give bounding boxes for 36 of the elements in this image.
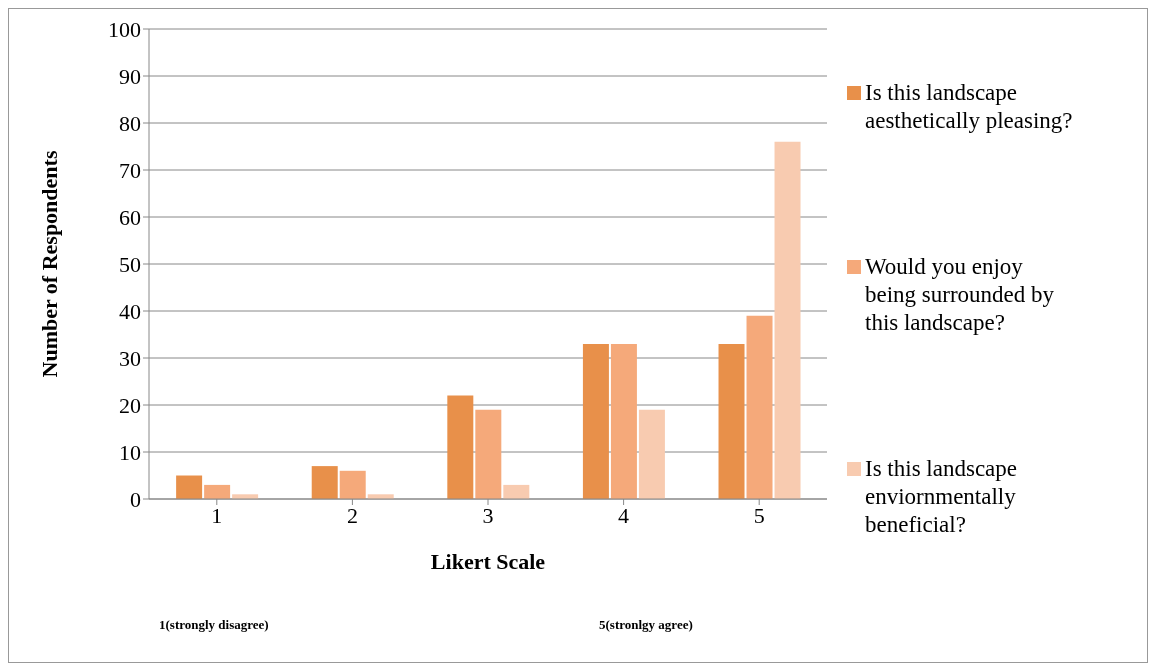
bar: [176, 475, 203, 499]
bar: [746, 315, 773, 499]
x-tick-label: 1: [211, 502, 223, 528]
bar: [311, 466, 338, 499]
legend-label: Is this landscape aesthetically pleasing?: [865, 79, 1074, 135]
y-tick-label: 30: [119, 345, 141, 371]
bar: [204, 484, 231, 499]
y-tick-label: 0: [130, 486, 141, 512]
y-tick-label: 20: [119, 392, 141, 418]
bar: [503, 484, 530, 499]
y-tick-label: 10: [119, 439, 141, 465]
bar: [638, 409, 665, 499]
bar: [582, 343, 609, 499]
x-tick-label: 3: [482, 502, 494, 528]
y-axis-title: Number of Respondents: [36, 150, 62, 378]
text: 1(strongly disagree): [159, 617, 269, 633]
y-tick-label: 40: [119, 298, 141, 324]
x-tick-label: 5: [753, 502, 765, 528]
bar: [774, 141, 801, 499]
bar: [339, 470, 366, 499]
y-tick-label: 60: [119, 204, 141, 230]
y-tick-label: 90: [119, 63, 141, 89]
x-tick-label: 2: [346, 502, 358, 528]
legend-label: Is this landscape enviornmentally beneficial?: [865, 455, 1018, 539]
y-tick-label: 70: [119, 157, 141, 183]
x-tick-label: 4: [618, 502, 630, 528]
bar: [718, 343, 745, 499]
text: 5(stronlgy agree): [599, 617, 693, 633]
bar: [610, 343, 637, 499]
y-tick-label: 80: [119, 110, 141, 136]
y-tick-label: 100: [108, 16, 141, 42]
bar: [447, 395, 474, 499]
x-axis-title: Likert Scale: [430, 549, 546, 574]
bar: [475, 409, 502, 499]
legend-label: Would you enjoy being surrounded by this landscape?: [865, 253, 1056, 337]
y-tick-label: 50: [119, 251, 141, 277]
